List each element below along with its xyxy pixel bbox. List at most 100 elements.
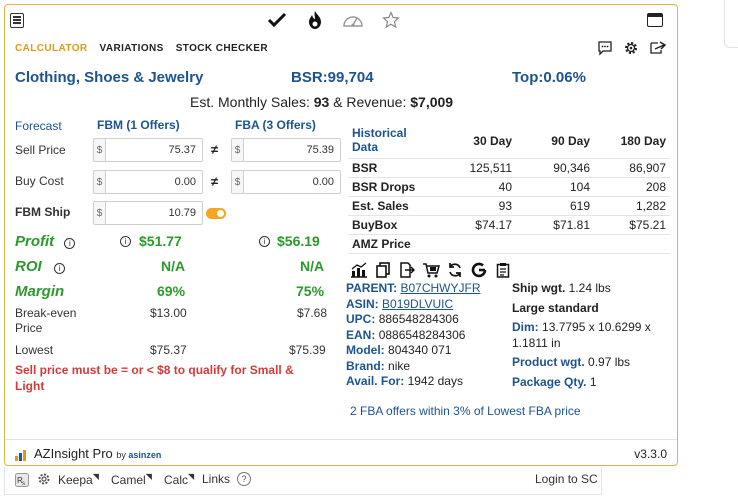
currency-symbol: $ [232,139,244,161]
row-label: Est. Sales [352,199,409,213]
list-icon[interactable] [10,13,24,28]
not-equal-icon[interactable]: ≠ [211,174,219,189]
tab-variations[interactable]: VARIATIONS [99,43,164,54]
table-row: BuyBox $74.17 $71.81 $75.21 [348,216,670,235]
upc-row: UPC: 886548284306 [346,312,506,328]
info-icon[interactable]: i [64,238,76,249]
not-equal-icon[interactable]: ≠ [211,142,219,157]
fbm-buy-cost-input[interactable]: $ 0.00 [93,170,203,194]
info-icon[interactable]: i [259,236,270,247]
fba-buy-cost-input[interactable]: $ 0.00 [231,170,341,194]
fba-buy-cost-value: 0.00 [312,176,334,188]
calc-label: Calc [164,473,189,487]
cell-value: 90,346 [553,161,590,175]
column-header: 90 Day [551,134,590,148]
ship-weight-row: Ship wgt. 1.24 lbs [512,281,672,297]
copy-icon[interactable] [374,261,392,279]
fbm-buy-cost-value: 0.00 [174,176,196,188]
help-icon[interactable]: ? [237,472,251,486]
cell-value: 1,282 [635,199,666,213]
estimate-sales: 93 [313,94,330,110]
parent-asin-link[interactable]: B07CHWYJFR [400,281,481,295]
sell-price-label: Sell Price [15,143,66,157]
calc-link[interactable]: Calc◥ [164,472,194,487]
fbm-ship-value: 10.79 [168,207,196,219]
roi-fba: N/A [300,258,325,274]
avail-label: Avail. For: [346,374,405,388]
fbm-sell-price-input[interactable]: $ 75.37 [93,138,203,162]
check-icon[interactable] [265,9,289,31]
extension-panel: CALCULATOR VARIATIONS STOCK CHECKER Clot… [4,4,678,466]
expand-icon: ◥ [145,472,152,481]
window-icon[interactable] [647,13,663,27]
panel-footer: AZInsight Pro by asinzen v3.3.0 [5,439,677,466]
author-link[interactable]: asinzen [128,450,162,460]
package-qty-label: Package Qty. [512,374,587,389]
cell-value: $75.21 [629,218,666,232]
profit-label: Profit i [15,233,76,250]
brand-value: nike [388,358,411,373]
share-icon[interactable] [649,40,667,61]
small-light-warning: Sell price must be = or < $8 to qualify … [15,363,294,393]
gear-icon[interactable] [623,40,639,61]
table-row: BSR Drops 40 104 208 [348,178,670,197]
product-dimensions: Ship wgt. 1.24 lbs Large standard Dim: 1… [512,281,672,390]
fbm-ship-toggle[interactable] [206,208,226,219]
google-icon[interactable] [470,261,488,279]
fbm-header[interactable]: FBM (1 Offers) [97,118,180,132]
camel-label: Camel [111,473,146,487]
camel-link[interactable]: Camel◥ [111,472,152,487]
clipboard-icon[interactable] [494,261,512,279]
forecast-link[interactable]: Forecast [15,119,62,133]
roi-fbm: N/A [161,258,186,274]
cart-icon[interactable] [422,261,440,279]
top-percent: Top:0.06% [512,69,586,86]
avail-value: 1942 days [407,374,463,388]
top-toolbar [5,5,677,35]
tab-calculator[interactable]: CALCULATOR [15,43,88,54]
settings-icon[interactable] [37,472,51,489]
brand-label: Brand: [346,358,385,373]
export-icon[interactable] [398,261,416,279]
cell-value: $71.81 [553,218,590,232]
product-header: Clothing, Shoes & Jewelry BSR:99,704 Top… [15,69,665,89]
star-icon[interactable] [379,9,403,31]
bsr-value: BSR:99,704 [291,69,374,86]
breakeven-fba: $7.68 [297,306,328,320]
model-value: 804340 071 [388,343,452,357]
fba-header[interactable]: FBA (3 Offers) [235,118,316,132]
cell-value: $74.17 [475,218,512,232]
info-icon[interactable]: i [53,263,65,274]
fbm-ship-input[interactable]: $ 10.79 [93,201,203,225]
info-icon[interactable]: i [120,236,131,247]
cell-value: 40 [498,180,512,194]
refresh-icon[interactable] [446,261,464,279]
ship-weight-label: Ship wgt. [512,281,566,295]
product-ids: PARENT: B07CHWYJFR ASIN: B019DLVUIC UPC:… [346,281,506,390]
links-link[interactable]: Links [202,472,231,486]
chart-icon[interactable] [350,261,368,279]
parent-label: PARENT: [346,281,398,295]
comment-icon[interactable] [597,40,613,61]
tab-stock-checker[interactable]: STOCK CHECKER [175,43,268,54]
table-row: BSR 125,511 90,346 86,907 [348,159,670,178]
toolbar-icons [265,9,403,31]
login-sc-link[interactable]: Login to SC [535,472,598,486]
keepa-link[interactable]: Keepa◥ [58,472,99,487]
category-link[interactable]: Clothing, Shoes & Jewelry [15,69,204,86]
row-label: BSR Drops [352,180,416,194]
keepa-label: Keepa [58,473,93,487]
gauge-icon[interactable] [341,9,365,31]
expand-icon: ◥ [188,472,195,481]
avail-row: Avail. For: 1942 days [346,374,506,390]
asin-link[interactable]: B019DLVUIC [382,296,454,311]
row-label: BSR [352,161,378,175]
fba-offers-note[interactable]: 2 FBA offers within 3% of Lowest FBA pri… [350,404,581,418]
flame-icon[interactable] [303,9,327,31]
historical-header: Historical Data 30 Day 90 Day 180 Day [348,125,670,159]
svg-text:s: s [22,481,25,487]
background-panel-edge [724,0,738,48]
lowest-fbm: $75.37 [150,343,187,357]
fba-sell-price-input[interactable]: $ 75.39 [231,138,341,162]
